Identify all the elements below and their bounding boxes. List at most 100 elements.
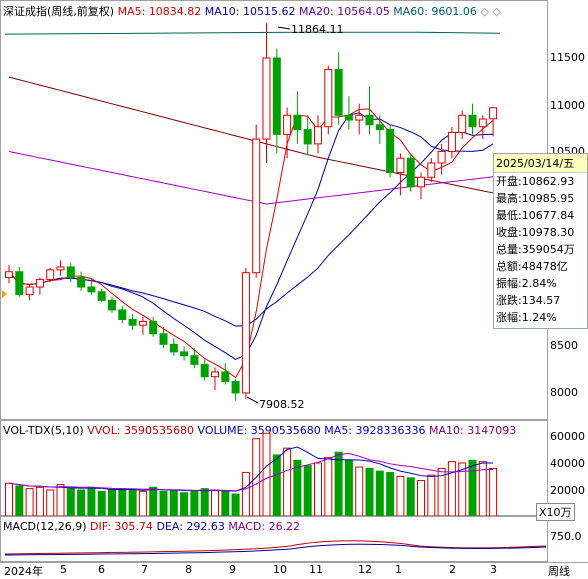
volume-bar[interactable]	[375, 470, 384, 516]
volume-bar[interactable]	[396, 476, 405, 517]
macd-panel[interactable]	[0, 516, 548, 562]
volume-bar[interactable]	[5, 482, 13, 516]
volume-chart[interactable]	[0, 420, 548, 516]
volume-bar[interactable]	[87, 486, 96, 516]
candle[interactable]	[241, 267, 250, 399]
candle[interactable]	[355, 103, 364, 135]
candle[interactable]	[375, 115, 384, 144]
candle[interactable]	[56, 260, 65, 276]
candle[interactable]	[200, 359, 209, 381]
candle[interactable]	[159, 327, 168, 349]
macd-chart[interactable]	[0, 516, 548, 562]
volume-bar[interactable]	[149, 486, 158, 516]
candle[interactable]	[211, 367, 219, 391]
volume-bar[interactable]	[468, 459, 477, 516]
candle[interactable]	[344, 96, 353, 130]
candle[interactable]	[149, 316, 158, 337]
candle[interactable]	[324, 65, 333, 135]
volume-bar[interactable]	[324, 457, 333, 516]
candle[interactable]	[293, 91, 302, 144]
volume-bar[interactable]	[66, 488, 75, 516]
volume-bar[interactable]	[56, 484, 65, 516]
volume-bar[interactable]	[437, 467, 446, 516]
candle[interactable]	[427, 158, 436, 183]
candle[interactable]	[252, 124, 261, 278]
period-label[interactable]: 周线	[548, 565, 570, 578]
volume-bar[interactable]	[25, 488, 34, 516]
volume-bar[interactable]	[489, 468, 498, 516]
volume-bar[interactable]	[190, 490, 199, 516]
volume-bar[interactable]	[293, 459, 302, 516]
volume-bar[interactable]	[231, 493, 240, 516]
candle[interactable]	[190, 348, 199, 369]
volume-bar[interactable]	[406, 477, 415, 516]
candle[interactable]	[97, 288, 106, 303]
candle[interactable]	[458, 110, 467, 140]
candle[interactable]	[283, 107, 292, 159]
candle[interactable]	[221, 363, 230, 385]
candle[interactable]	[303, 115, 312, 156]
candle[interactable]	[25, 285, 34, 301]
volume-bar[interactable]	[365, 467, 374, 516]
volume-bar[interactable]	[221, 490, 230, 516]
candle[interactable]	[128, 313, 137, 330]
candle[interactable]	[272, 48, 281, 154]
candle[interactable]	[46, 267, 55, 283]
volume-bar[interactable]	[211, 489, 219, 516]
candle[interactable]	[406, 153, 415, 192]
volume-bar[interactable]	[478, 461, 487, 516]
volume-bar[interactable]	[344, 459, 353, 516]
candle[interactable]	[35, 277, 44, 295]
volume-bar[interactable]	[241, 471, 250, 516]
volume-bar[interactable]	[169, 489, 178, 516]
volume-bar[interactable]	[303, 465, 312, 516]
candle[interactable]	[108, 296, 116, 313]
candle[interactable]	[468, 103, 477, 135]
volume-bar[interactable]	[458, 462, 467, 516]
candle[interactable]	[334, 52, 343, 125]
candle[interactable]	[365, 86, 374, 135]
candle[interactable]	[231, 378, 240, 401]
candle[interactable]	[314, 115, 322, 154]
volume-bar[interactable]	[417, 480, 425, 516]
candle[interactable]	[180, 346, 189, 361]
candle[interactable]	[169, 338, 178, 356]
volume-bar[interactable]	[77, 489, 86, 516]
volume-bar[interactable]	[272, 454, 281, 516]
volume-bar[interactable]	[427, 474, 436, 516]
volume-bar[interactable]	[118, 488, 127, 516]
candle[interactable]	[478, 115, 487, 140]
candlestick-chart[interactable]: 11864.11 7908.52	[0, 0, 548, 420]
candle[interactable]	[5, 265, 13, 284]
candle[interactable]	[437, 143, 446, 175]
candle[interactable]	[417, 172, 425, 200]
volume-bar[interactable]	[138, 490, 147, 516]
volume-bar[interactable]	[15, 485, 24, 516]
candle[interactable]	[489, 107, 498, 137]
candle[interactable]	[447, 126, 456, 159]
volume-bar[interactable]	[108, 489, 116, 516]
candle[interactable]	[118, 306, 127, 324]
candle[interactable]	[87, 279, 96, 295]
volume-bar[interactable]	[262, 432, 271, 516]
volume-bar[interactable]	[334, 451, 343, 516]
candle[interactable]	[396, 153, 405, 196]
volume-bar[interactable]	[283, 447, 292, 516]
candle[interactable]	[15, 266, 24, 297]
volume-bar[interactable]	[159, 490, 168, 516]
volume-bar[interactable]	[200, 488, 209, 516]
legend-diamond-icons[interactable]: ◇ ◇	[480, 5, 501, 18]
candle[interactable]	[386, 124, 395, 178]
volume-bar[interactable]	[355, 466, 364, 516]
candle[interactable]	[138, 316, 147, 335]
candle[interactable]	[262, 23, 271, 163]
volume-bar[interactable]	[314, 462, 322, 516]
volume-bar[interactable]	[46, 489, 55, 516]
volume-bar[interactable]	[386, 471, 395, 516]
candle[interactable]	[77, 271, 86, 291]
candle[interactable]	[66, 263, 75, 283]
volume-bar[interactable]	[97, 490, 106, 516]
volume-bar[interactable]	[128, 489, 137, 516]
volume-bar[interactable]	[180, 492, 189, 516]
volume-bar[interactable]	[447, 461, 456, 516]
